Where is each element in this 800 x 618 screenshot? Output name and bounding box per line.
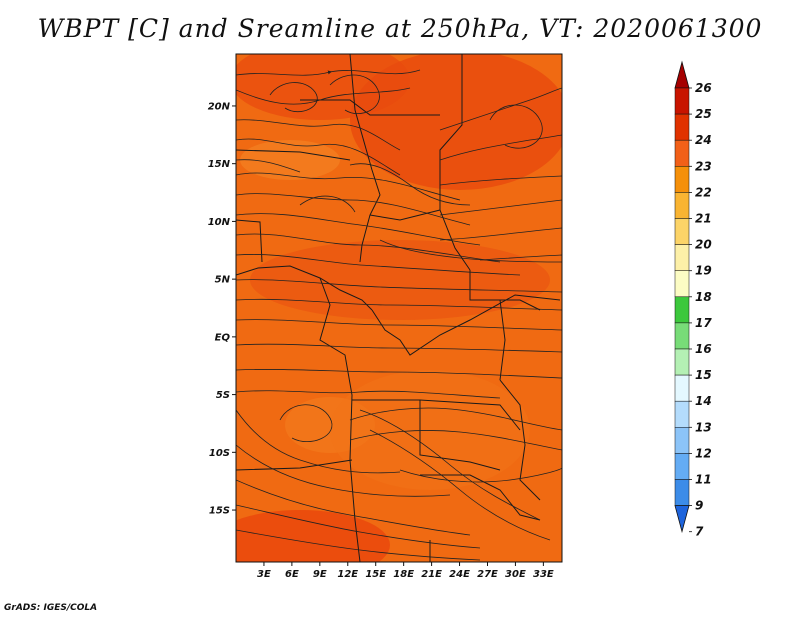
lon-label: 6E — [285, 569, 299, 580]
colorbar-segment — [674, 374, 690, 402]
colorbar-segment — [674, 218, 690, 245]
colorbar-segment — [674, 244, 690, 271]
lon-label: 18E — [393, 569, 414, 580]
colorbar-label: 19 — [695, 264, 712, 278]
colorbar-label: 24 — [695, 133, 712, 147]
colorbar-segment — [674, 400, 690, 428]
colorbar-top-arrow — [674, 60, 690, 89]
colorbar-label: 17 — [695, 316, 712, 330]
lat-label: EQ — [215, 332, 231, 343]
colorbar-label: 9 — [695, 499, 703, 513]
colorbar-label: 13 — [695, 420, 712, 434]
lat-label: 10S — [209, 448, 230, 459]
colorbar-segment — [674, 87, 690, 115]
map-frame — [235, 53, 563, 563]
colorbar-label: 7 — [695, 525, 704, 539]
lon-label: 3E — [257, 569, 271, 580]
colorbar-label: 22 — [695, 185, 712, 199]
colorbar-label: 11 — [695, 473, 712, 487]
longitude-axis: 3E 6E 9E 12E 15E 18E 21E 24E 27E 30E 33E — [257, 562, 554, 580]
colorbar-segment — [674, 113, 690, 141]
grads-credit: GrADS: IGES/COLA — [4, 603, 98, 613]
lon-label: 30E — [505, 569, 526, 580]
colorbar-label: 16 — [695, 342, 712, 356]
latitude-axis: 20N 15N 10N 5N EQ 5S 10S 15S — [208, 101, 236, 517]
chart-title: WBPT [C] and Sreamline at 250hPa, VT: 20… — [37, 14, 763, 43]
colorbar-segment — [674, 296, 690, 324]
lat-label: 10N — [208, 217, 231, 228]
lon-label: 27E — [477, 569, 498, 580]
colorbar-segment — [674, 479, 690, 506]
lon-label: 9E — [313, 569, 327, 580]
lat-label: 5S — [216, 390, 230, 401]
lon-label: 21E — [421, 569, 442, 580]
lat-label: 15N — [208, 159, 231, 170]
lat-label: 20N — [208, 101, 231, 112]
colorbar-segment — [674, 322, 690, 350]
lon-label: 24E — [449, 569, 470, 580]
colorbar-segment — [674, 139, 690, 167]
lon-label: 12E — [337, 569, 358, 580]
lon-label: 33E — [533, 569, 554, 580]
colorbar-segment — [674, 427, 690, 454]
colorbar-segment — [674, 348, 690, 376]
lat-label: 15S — [209, 506, 230, 517]
colorbar-label: 14 — [695, 394, 712, 408]
colorbar-segment — [674, 192, 690, 219]
lat-label: 5N — [215, 275, 231, 286]
colorbar-label: 15 — [695, 368, 712, 382]
colorbar-segment — [674, 166, 690, 193]
colorbar-segment — [674, 453, 690, 480]
colorbar-label: 25 — [695, 107, 712, 121]
colorbar-label: 26 — [695, 81, 712, 95]
colorbar-bottom-arrow — [674, 505, 690, 534]
streamlines — [236, 69, 562, 561]
colorbar-segment — [674, 270, 690, 298]
colorbar-label: 23 — [695, 159, 712, 173]
colorbar-label: 20 — [695, 238, 712, 252]
lon-label: 15E — [365, 569, 386, 580]
colorbar-label: 18 — [695, 290, 712, 304]
colorbar-label: 21 — [695, 212, 712, 226]
colorbar-label: 12 — [695, 446, 712, 460]
colorbar: 26 25 24 23 22 21 20 19 18 17 16 15 14 13 12 11 9 7 — [674, 60, 712, 539]
country-boundaries — [236, 54, 561, 562]
